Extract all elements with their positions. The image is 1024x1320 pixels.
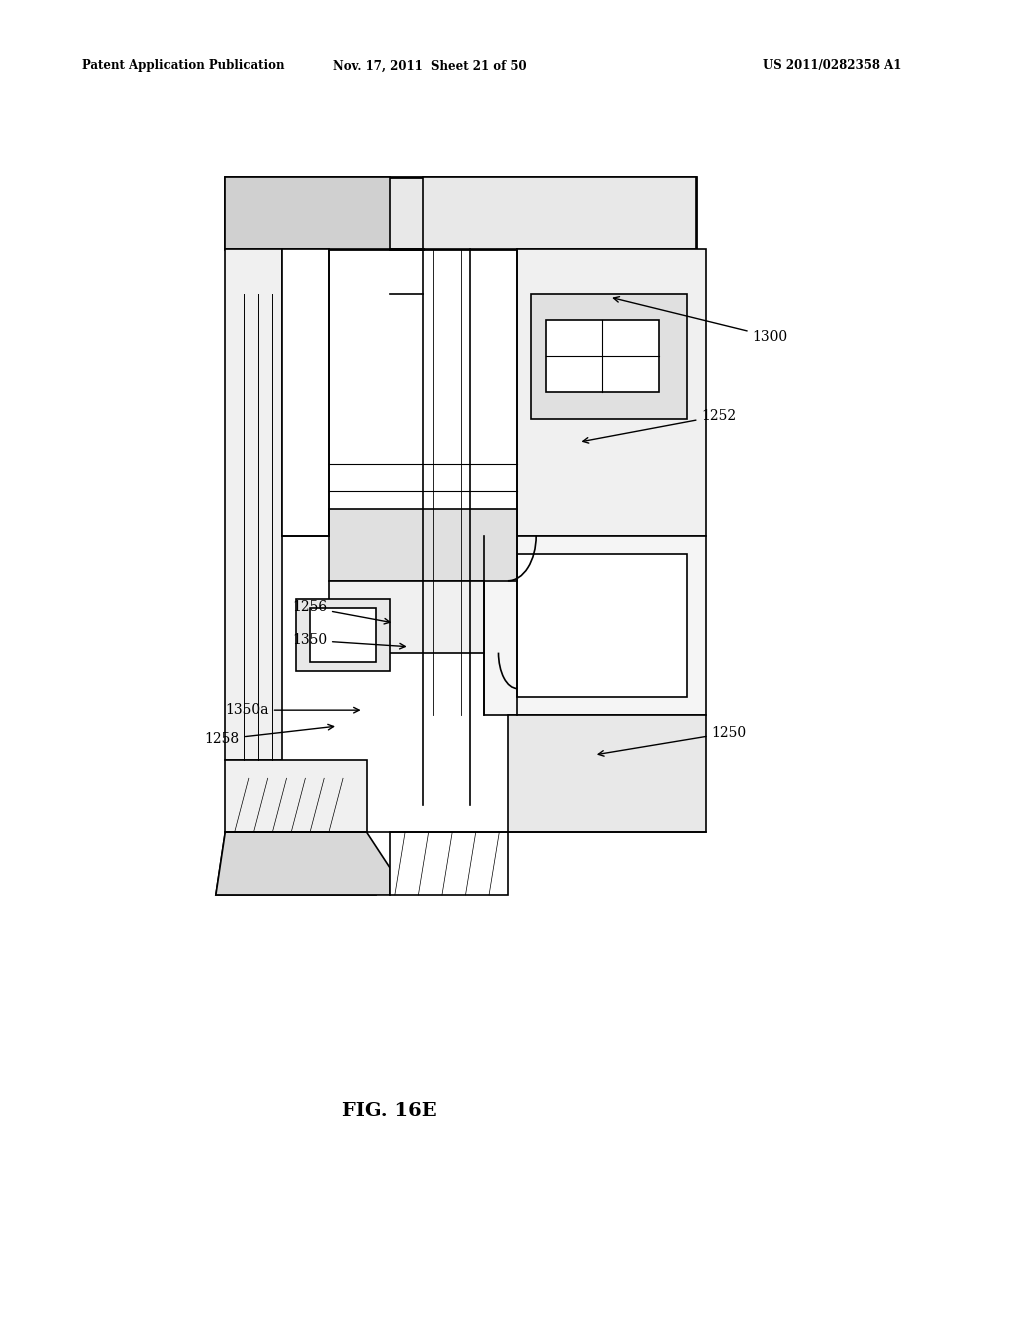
Text: Nov. 17, 2011  Sheet 21 of 50: Nov. 17, 2011 Sheet 21 of 50	[333, 59, 527, 73]
Text: US 2011/0282358 A1: US 2011/0282358 A1	[763, 59, 901, 73]
Polygon shape	[225, 177, 390, 248]
Text: Patent Application Publication: Patent Application Publication	[82, 59, 285, 73]
Polygon shape	[296, 599, 390, 671]
Polygon shape	[390, 832, 508, 895]
Polygon shape	[517, 248, 706, 536]
Polygon shape	[329, 581, 484, 652]
Text: 1258: 1258	[205, 725, 334, 746]
Text: 1350a: 1350a	[225, 704, 359, 717]
Text: 1252: 1252	[583, 409, 736, 444]
Polygon shape	[484, 536, 706, 715]
Polygon shape	[216, 832, 376, 895]
Text: 1350: 1350	[292, 634, 406, 649]
Text: 1300: 1300	[613, 297, 787, 343]
Polygon shape	[531, 293, 687, 420]
Polygon shape	[423, 177, 696, 248]
Polygon shape	[517, 554, 687, 697]
Polygon shape	[225, 760, 367, 832]
Polygon shape	[225, 248, 282, 760]
Polygon shape	[282, 248, 329, 536]
Text: FIG. 16E: FIG. 16E	[342, 1102, 436, 1121]
Polygon shape	[546, 321, 658, 392]
Polygon shape	[508, 715, 706, 832]
Polygon shape	[329, 510, 517, 581]
Polygon shape	[216, 832, 390, 895]
Polygon shape	[225, 177, 696, 248]
Text: 1256: 1256	[292, 601, 390, 624]
Polygon shape	[310, 607, 376, 661]
Text: 1250: 1250	[598, 726, 746, 756]
